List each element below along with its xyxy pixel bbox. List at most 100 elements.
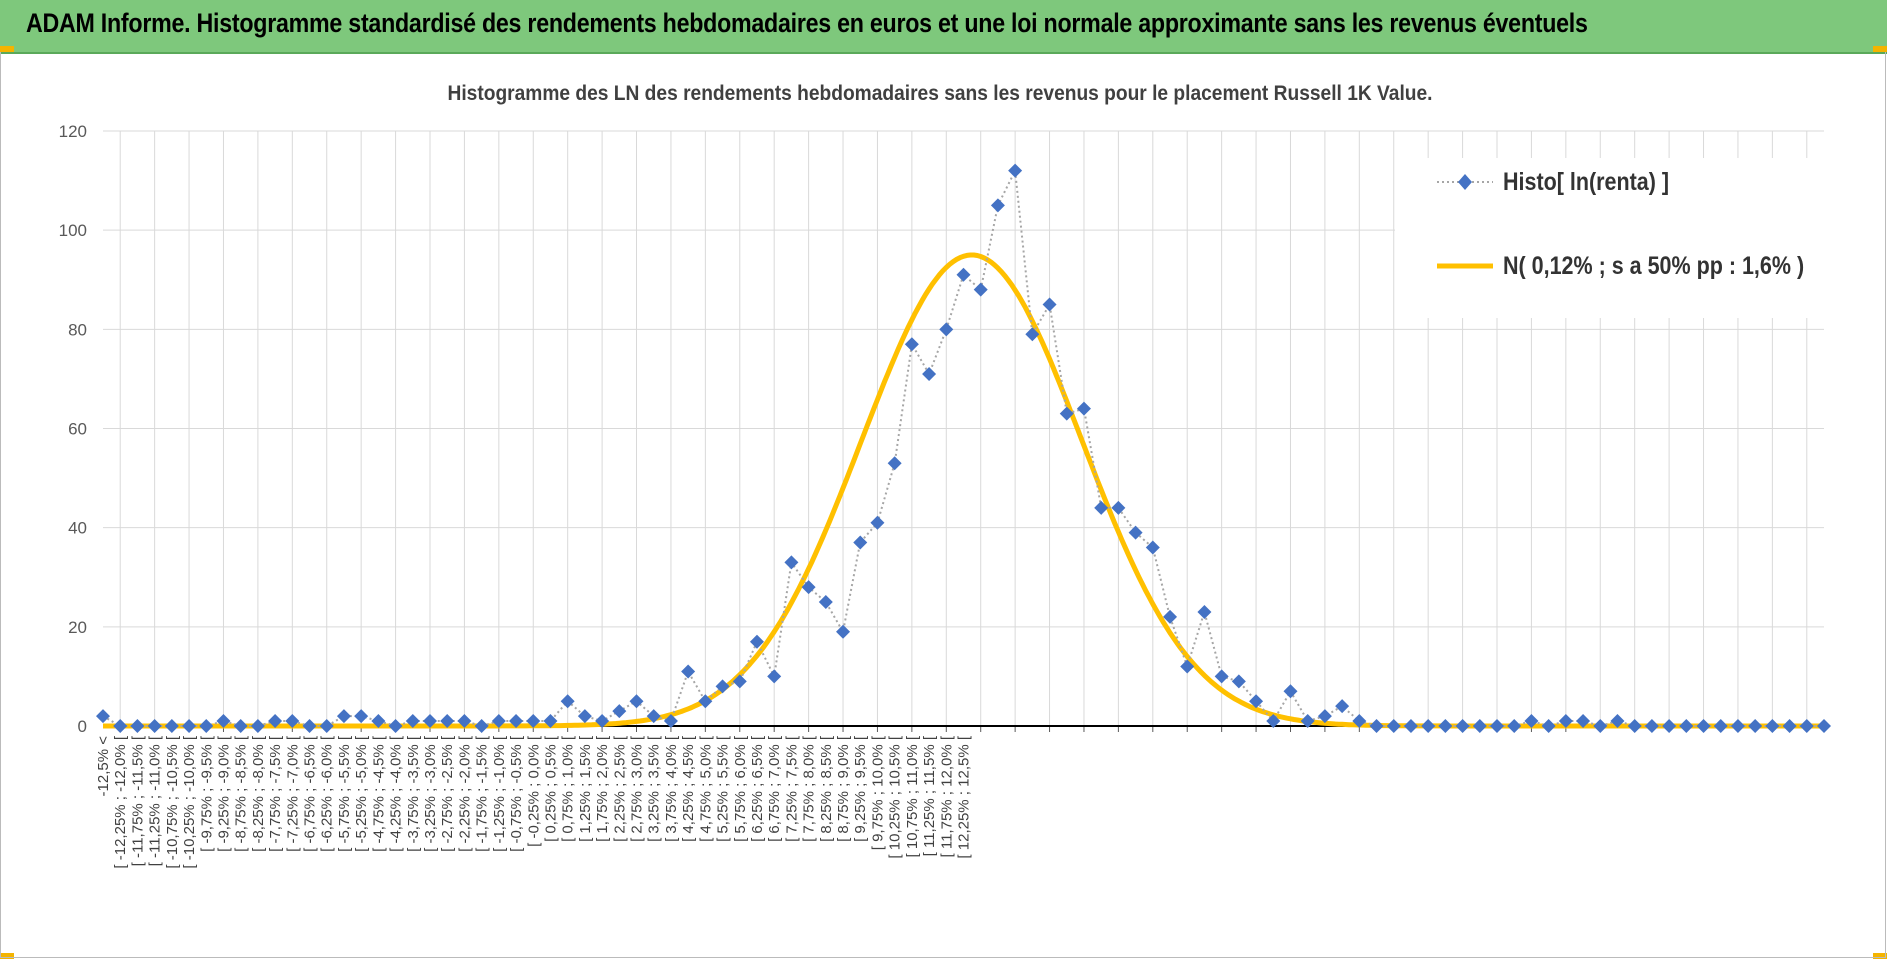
histogram-point [1817, 719, 1831, 733]
histogram-point [577, 709, 592, 724]
histogram-point [1145, 540, 1160, 555]
x-tick-label: [ -6,25% ; -6,0% [ [319, 735, 336, 852]
histogram-point [113, 719, 128, 733]
histogram-point [1438, 719, 1453, 733]
x-tick-label: [ 0,25% ; 0,5% [ [542, 735, 559, 842]
histogram-point [96, 709, 110, 724]
histogram-point [130, 719, 145, 733]
x-tick-label: [ -4,75% ; -4,5% [ [370, 735, 387, 852]
y-tick-label: 100 [59, 221, 87, 240]
x-tick-label: [ -6,75% ; -6,5% [ [302, 735, 319, 852]
histogram-point [1076, 401, 1091, 416]
histogram-point [836, 624, 851, 639]
histogram-point [1266, 714, 1281, 729]
y-tick-label: 40 [68, 519, 87, 538]
histogram-point [1472, 719, 1487, 733]
histogram-point [1558, 714, 1573, 729]
histogram-point [491, 714, 506, 729]
x-tick-label: [ 8,75% ; 9,0% [ [835, 735, 852, 842]
histogram-point [1748, 719, 1763, 733]
corner-mark-bottom-right [1873, 953, 1887, 959]
report-banner: ADAM Informe. Histogramme standardisé de… [0, 0, 1887, 54]
x-tick-label: [ -12,25% ; -12,0% [ [112, 735, 129, 868]
x-tick-label: [ 9,75% ; 10,0% [ [869, 735, 886, 850]
histogram-point [268, 714, 283, 729]
histogram-point [543, 714, 558, 729]
histogram-point [698, 694, 713, 709]
chart-title: Histogramme des LN des rendements hebdom… [448, 82, 1433, 105]
histogram-point [629, 694, 644, 709]
x-tick-label: [ -5,25% ; -5,0% [ [353, 735, 370, 852]
x-tick-label: [ 3,25% ; 3,5% [ [646, 735, 663, 842]
x-tick-label: [ 12,25% ; 12,5% [ [956, 735, 973, 858]
x-tick-label: [ -10,25% ; -10,0% [ [181, 735, 198, 868]
histogram-point [818, 595, 833, 610]
histogram-point [388, 719, 403, 733]
legend-item-histo: Histo[ ln(renta) ] [1435, 162, 1696, 202]
histogram-point [1799, 719, 1814, 733]
histogram-point [422, 714, 437, 729]
histogram-point [1782, 719, 1797, 733]
histogram-point [1111, 500, 1126, 515]
histogram-point [371, 714, 386, 729]
report-title: ADAM Informe. Histogramme standardisé de… [26, 8, 1588, 38]
x-tick-label: [ 4,75% ; 5,0% [ [697, 735, 714, 842]
histogram-point [732, 674, 747, 689]
histogram-point [973, 282, 988, 297]
x-axis: -12,5% <[ -12,25% ; -12,0% [[ -11,75% ; … [95, 725, 1824, 869]
x-tick-label: -12,5% < [95, 736, 112, 797]
histogram-point [1662, 719, 1677, 733]
x-tick-label: [ -10,75% ; -10,5% [ [164, 735, 181, 868]
histogram-point [216, 714, 231, 729]
x-tick-label: [ 3,75% ; 4,0% [ [663, 735, 680, 842]
histogram-point [1214, 669, 1229, 684]
x-tick-label: [ 9,25% ; 9,5% [ [852, 735, 869, 842]
legend-item-normal: N( 0,12% ; s a 50% pp : 1,6% ) [1435, 246, 1853, 286]
histogram-point [1507, 719, 1522, 733]
histogram-point [1369, 719, 1384, 733]
histogram-point [904, 337, 919, 352]
histogram-point [663, 714, 678, 729]
x-tick-label: [ -8,25% ; -8,0% [ [250, 735, 267, 852]
chart-frame [0, 52, 1886, 958]
x-tick-label: [ -2,75% ; -2,5% [ [439, 735, 456, 852]
histogram-point [474, 719, 489, 733]
histogram-point [233, 719, 248, 733]
histogram-point [526, 714, 541, 729]
histogram-point [870, 515, 885, 530]
x-tick-label: [ 11,25% ; 11,5% [ [921, 735, 938, 856]
x-tick-label: [ 4,25% ; 4,5% [ [680, 735, 697, 842]
histogram-point [302, 719, 317, 733]
histogram-point [853, 535, 868, 550]
histogram-point [1231, 674, 1246, 689]
histogram-point [457, 714, 472, 729]
histogram-point [405, 714, 420, 729]
histogram-point [681, 664, 696, 679]
x-tick-label: [ 5,75% ; 6,0% [ [732, 735, 749, 842]
histogram-point [1713, 719, 1728, 733]
x-tick-label: [ 5,25% ; 5,5% [ [715, 735, 732, 842]
histogram-point [1386, 719, 1401, 733]
x-tick-label: [ 7,75% ; 8,0% [ [801, 735, 818, 842]
chart-legend: Histo[ ln(renta) ] N( 0,12% ; s a 50% pp… [1395, 158, 1875, 318]
histogram-point [1249, 694, 1264, 709]
histogram-point [1524, 714, 1539, 729]
histogram-point [1421, 719, 1436, 733]
y-tick-label: 0 [78, 717, 87, 736]
histogram-point [1180, 659, 1195, 674]
x-tick-label: [ 10,25% ; 10,5% [ [887, 735, 904, 858]
histogram-point [1610, 714, 1625, 729]
x-tick-label: [ -1,25% ; -1,0% [ [491, 735, 508, 852]
x-tick-label: [ -0,25% ; 0,0% [ [525, 735, 542, 847]
histogram-point [1765, 719, 1780, 733]
x-tick-label: [ -7,25% ; -7,0% [ [284, 735, 301, 852]
x-tick-label: [ 6,25% ; 6,5% [ [749, 735, 766, 842]
histogram-series [96, 163, 1831, 733]
histogram-point [612, 704, 627, 719]
histogram-point [509, 714, 524, 729]
x-tick-label: [ -3,75% ; -3,5% [ [405, 735, 422, 852]
x-tick-label: [ 7,25% ; 7,5% [ [783, 735, 800, 842]
histogram-line [102, 167, 1824, 728]
histogram-point [285, 714, 300, 729]
